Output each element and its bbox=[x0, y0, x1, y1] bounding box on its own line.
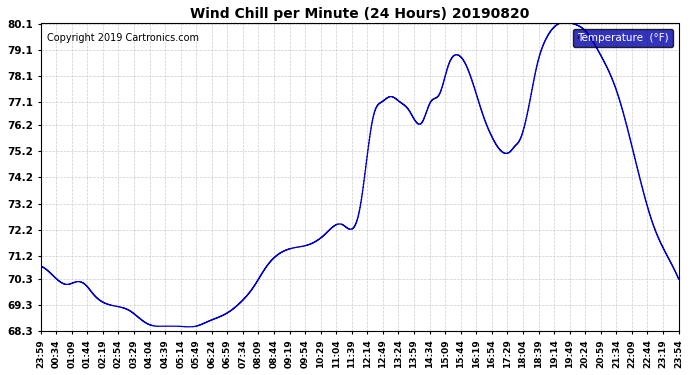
Title: Wind Chill per Minute (24 Hours) 20190820: Wind Chill per Minute (24 Hours) 2019082… bbox=[190, 7, 529, 21]
Text: Copyright 2019 Cartronics.com: Copyright 2019 Cartronics.com bbox=[47, 33, 199, 43]
Legend: Temperature  (°F): Temperature (°F) bbox=[573, 29, 673, 47]
